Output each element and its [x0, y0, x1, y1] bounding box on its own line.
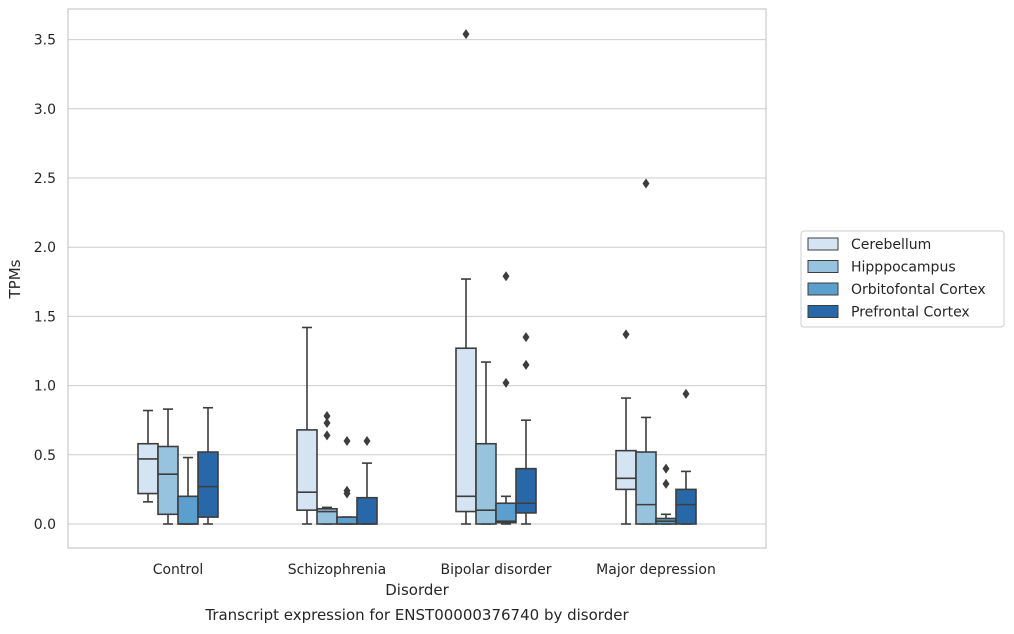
y-tick-label: 1.0: [34, 379, 56, 395]
outlier-point: [323, 430, 331, 441]
outlier-point: [522, 359, 530, 370]
box: [177, 495, 199, 525]
box: [635, 451, 657, 525]
box-2-1: [336, 435, 358, 525]
box-3-1: [356, 435, 378, 525]
box-3-3: [675, 388, 697, 525]
box-2-2: [495, 271, 517, 525]
plot-frame: [67, 8, 767, 549]
box: [455, 347, 477, 513]
legend-swatch: [807, 305, 839, 318]
x-tick-label: Control: [153, 562, 204, 578]
outlier-point: [462, 29, 470, 40]
box-0-1: [296, 326, 318, 525]
y-tick-label: 0.5: [34, 448, 56, 464]
outlier-point: [343, 488, 351, 499]
y-tick-label: 2.0: [34, 240, 56, 256]
outlier-point: [343, 435, 351, 446]
outlier-point: [622, 329, 630, 340]
box: [137, 442, 159, 495]
outlier-point: [682, 388, 690, 399]
box-3-2: [515, 332, 537, 525]
outlier-point: [502, 377, 510, 388]
legend-label: Cerebellum: [851, 237, 931, 253]
legend-swatch: [807, 260, 839, 273]
legend-frame: [800, 230, 1005, 328]
x-tick-label: Schizophrenia: [288, 562, 386, 578]
box: [197, 451, 219, 518]
outlier-point: [662, 478, 670, 489]
x-tick-label: Bipolar disorder: [440, 562, 551, 578]
box-3-0: [197, 406, 219, 525]
y-tick-label: 1.5: [34, 309, 56, 325]
box-1-0: [157, 408, 179, 525]
box-0-2: [455, 29, 477, 525]
box-2-0: [177, 456, 199, 525]
legend-swatch: [807, 282, 839, 296]
outlier-point: [642, 178, 650, 189]
box: [475, 442, 497, 525]
y-tick-label: 3.5: [34, 33, 56, 49]
box-1-2: [475, 361, 497, 525]
box: [356, 496, 378, 525]
x-axis-label: Disorder: [385, 581, 449, 599]
box-1-3: [635, 178, 657, 525]
outlier-point: [323, 411, 331, 422]
box-1-1: [316, 411, 338, 525]
box: [515, 467, 537, 514]
box: [675, 488, 697, 525]
grid: [68, 39, 766, 525]
legend-label: Hipppocampus: [851, 260, 956, 276]
box: [615, 449, 637, 491]
x-tick-labels: Control Schizophrenia Bipolar disorder Majo…: [153, 562, 716, 578]
box: [157, 445, 179, 516]
boxes: [137, 29, 697, 525]
legend: Cerebellum Hipppocampus Orbitofontal Corte…: [800, 230, 1005, 328]
box-2-3: [655, 463, 677, 525]
outlier-point: [662, 463, 670, 474]
outlier-point: [502, 271, 510, 282]
box: [495, 502, 517, 524]
x-tick-label: Major depression: [596, 562, 716, 578]
outlier-point: [323, 417, 331, 428]
legend-label: Prefrontal Cortex: [851, 305, 970, 321]
box-0-3: [615, 329, 637, 525]
y-tick-labels: 0.0 0.5 1.0 1.5 2.0 2.5 3.0 3.5: [34, 33, 56, 533]
y-tick-label: 0.0: [34, 517, 56, 533]
figure-caption: Transcript expression for ENST0000037674…: [205, 606, 629, 624]
box: [296, 429, 318, 511]
outlier-point: [363, 435, 371, 446]
box: [336, 516, 358, 525]
legend-label: Orbitofontal Cortex: [851, 282, 986, 298]
box-0-0: [137, 409, 159, 503]
y-axis-label: TPMs: [6, 259, 24, 299]
y-tick-label: 3.0: [34, 102, 56, 118]
y-tick-label: 2.5: [34, 171, 56, 187]
legend-swatch: [807, 237, 839, 251]
outlier-point: [522, 332, 530, 343]
